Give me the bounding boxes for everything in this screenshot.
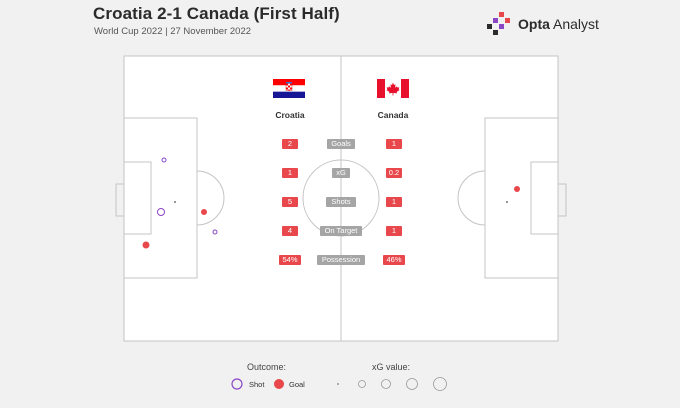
goal-marker (142, 241, 150, 249)
on-target-label: On Target (320, 226, 362, 236)
legend-goal-icon (274, 379, 284, 389)
away-on-target-value: 1 (386, 226, 402, 236)
xg-size-4-icon (406, 378, 418, 390)
croatia-flag-icon (273, 79, 305, 98)
away-team-name: Canada (377, 110, 409, 120)
home-on-target-value: 4 (282, 226, 298, 236)
home-team-name: Croatia (275, 110, 305, 120)
away-possession-value: 46% (383, 255, 405, 265)
xg-label: xG (332, 168, 350, 178)
home-shots-value: 5 (282, 197, 298, 207)
page-title: Croatia 2-1 Canada (First Half) (93, 4, 340, 23)
xg-size-3-icon (381, 379, 391, 389)
goals-label: Goals (327, 139, 355, 149)
center-circle (302, 159, 380, 237)
left-goal (115, 183, 125, 217)
shot-legend-label: Shot (249, 380, 265, 389)
xg-size-1-icon (337, 383, 339, 385)
brand-name: Opta Analyst (518, 16, 599, 32)
goal-legend-label: Goal (289, 380, 305, 389)
away-goals-value: 1 (386, 139, 402, 149)
right-penalty-spot (506, 201, 508, 203)
canada-flag-icon (377, 79, 409, 98)
goal-marker (514, 186, 520, 192)
outcome-legend-title: Outcome: (247, 362, 287, 372)
page-subtitle: World Cup 2022 | 27 November 2022 (94, 26, 252, 37)
xg-size-5-icon (433, 377, 447, 391)
opta-analyst-logo: Opta Analyst (486, 11, 599, 37)
shots-label: Shots (326, 197, 356, 207)
opta-logo-icon (487, 12, 510, 35)
xg-legend-title: xG value: (372, 362, 411, 372)
away-shots-value: 1 (386, 197, 402, 207)
home-goals-value: 2 (282, 139, 298, 149)
legend-shot-icon (231, 378, 243, 390)
goal-marker (201, 209, 207, 215)
left-penalty-spot (174, 201, 176, 203)
right-goal (557, 183, 567, 217)
home-possession-value: 54% (279, 255, 301, 265)
xg-size-2-icon (358, 380, 366, 388)
shot-marker (212, 229, 218, 235)
right-penalty-arc (457, 170, 486, 226)
left-penalty-arc (196, 170, 225, 226)
shot-marker (157, 208, 165, 216)
away-xg-value: 0.2 (386, 168, 402, 178)
possession-label: Possession (317, 255, 365, 265)
home-xg-value: 1 (282, 168, 298, 178)
shot-marker (161, 157, 167, 163)
